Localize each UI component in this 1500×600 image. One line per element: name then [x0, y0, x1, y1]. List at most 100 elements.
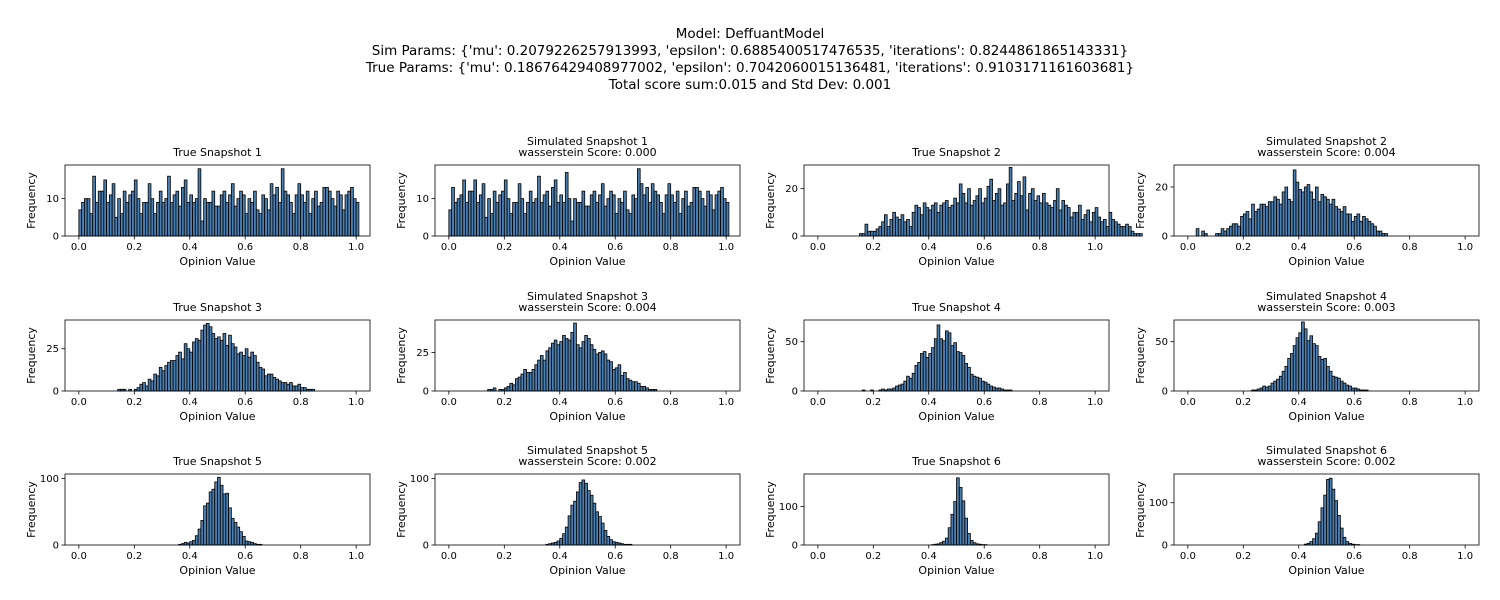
histogram-bar	[972, 375, 977, 392]
histogram-bar	[653, 190, 658, 237]
histogram-bar	[725, 201, 730, 237]
histogram-bar	[1072, 211, 1077, 237]
histogram-bar	[897, 219, 902, 237]
histogram-bar	[1006, 183, 1010, 237]
bars	[859, 166, 1143, 237]
histogram-bar	[1097, 216, 1102, 237]
histogram-bar	[553, 179, 558, 237]
y-tick-label: 0	[423, 232, 429, 243]
histogram-bar	[186, 348, 191, 392]
histogram-bar	[269, 373, 274, 392]
histogram-bar	[1326, 198, 1330, 237]
x-axis-label: Opinion Value	[179, 255, 255, 268]
histogram-bar	[490, 213, 494, 237]
panel-title: Simulated Snapshot 4	[1266, 290, 1387, 303]
histogram-bar	[456, 198, 461, 237]
x-tick-label: 0.4	[921, 397, 937, 408]
histogram-bar	[114, 216, 119, 237]
histogram-bar	[242, 194, 246, 237]
histogram-bar	[244, 348, 249, 392]
histogram-bar	[989, 178, 993, 237]
x-axis-label: Opinion Value	[918, 255, 994, 268]
x-tick-label: 0.6	[1346, 397, 1362, 408]
x-tick-label: 0.0	[71, 242, 87, 253]
histogram-bar	[1242, 213, 1247, 237]
x-tick-label: 0.8	[1402, 551, 1418, 562]
histogram-bar	[244, 213, 249, 237]
histogram-bar	[603, 530, 608, 546]
x-axis-label: Opinion Value	[549, 255, 625, 268]
histogram-bar	[1353, 387, 1358, 392]
histogram-bar	[539, 201, 544, 237]
histogram-bar	[953, 197, 957, 237]
x-tick-label: 0.6	[1346, 551, 1362, 562]
x-tick-label: 0.4	[182, 242, 198, 253]
histogram-bar	[570, 331, 575, 392]
histogram-bar	[233, 205, 238, 237]
histogram-bar	[698, 190, 702, 237]
histogram-bar	[1270, 382, 1275, 392]
x-tick-label: 1.0	[1457, 242, 1473, 253]
histogram-bar	[1290, 353, 1294, 392]
histogram-bar	[161, 370, 166, 392]
histogram-bar	[467, 190, 472, 237]
panel-title: True Snapshot 4	[911, 301, 1001, 314]
histogram-bar	[294, 385, 299, 392]
histogram-bar	[961, 355, 966, 392]
panel-subtitle: wasserstein Score: 0.002	[1257, 455, 1395, 468]
histogram-bar	[884, 214, 888, 237]
axes-frame	[64, 164, 371, 237]
histogram-bar	[1273, 196, 1277, 237]
histogram-bar	[969, 373, 974, 392]
histogram-bar	[592, 348, 597, 392]
histogram-bar	[895, 385, 899, 392]
histogram-bar	[172, 194, 177, 237]
histogram-bar	[272, 194, 277, 237]
histogram-bar	[1292, 345, 1297, 392]
histogram-bar	[167, 175, 171, 237]
axes-frame	[64, 473, 371, 546]
histogram-bar	[1050, 207, 1054, 237]
histogram-bar	[637, 168, 641, 237]
histogram-bar	[498, 194, 502, 237]
bars	[178, 476, 263, 546]
histogram-bar	[239, 190, 243, 237]
histogram-bar	[595, 353, 599, 392]
histogram-bar	[217, 476, 221, 546]
histogram-bar	[928, 353, 932, 392]
y-tick-label: 0	[1162, 387, 1168, 398]
histogram-bar	[1111, 219, 1115, 237]
histogram-bar	[595, 201, 599, 237]
histogram-bar	[161, 201, 166, 237]
histogram-bar	[634, 198, 638, 237]
histogram-bar	[1234, 223, 1239, 237]
histogram-bar	[645, 187, 649, 237]
histogram-bar	[534, 198, 538, 237]
y-axis-label: Frequency	[25, 172, 38, 229]
histogram-bar	[703, 205, 708, 237]
histogram-bar	[150, 198, 155, 237]
histogram-bar	[1337, 377, 1341, 392]
histogram-bar	[997, 387, 1002, 392]
y-axis-label: Frequency	[1134, 327, 1147, 384]
histogram-bar	[465, 201, 469, 237]
axes-frame	[803, 319, 1110, 392]
histogram-bar	[1353, 216, 1358, 237]
histogram-bar	[197, 168, 202, 237]
histogram-bar	[614, 213, 619, 237]
histogram-bar	[236, 353, 241, 392]
histogram-bar	[1287, 358, 1291, 392]
histogram-bar	[1356, 213, 1361, 237]
x-axis-label: Opinion Value	[918, 564, 994, 577]
panel-title: True Snapshot 2	[911, 146, 1001, 159]
histogram-bar	[1342, 536, 1347, 546]
histogram-bar	[192, 201, 196, 237]
histogram-bar	[214, 481, 218, 546]
histogram-bar	[156, 201, 160, 237]
histogram-bar	[211, 488, 216, 546]
bars	[861, 324, 1013, 392]
histogram-bar	[156, 375, 160, 392]
histogram-bar	[470, 190, 475, 237]
histogram-bar	[928, 209, 932, 237]
histogram-bar	[1334, 376, 1338, 392]
